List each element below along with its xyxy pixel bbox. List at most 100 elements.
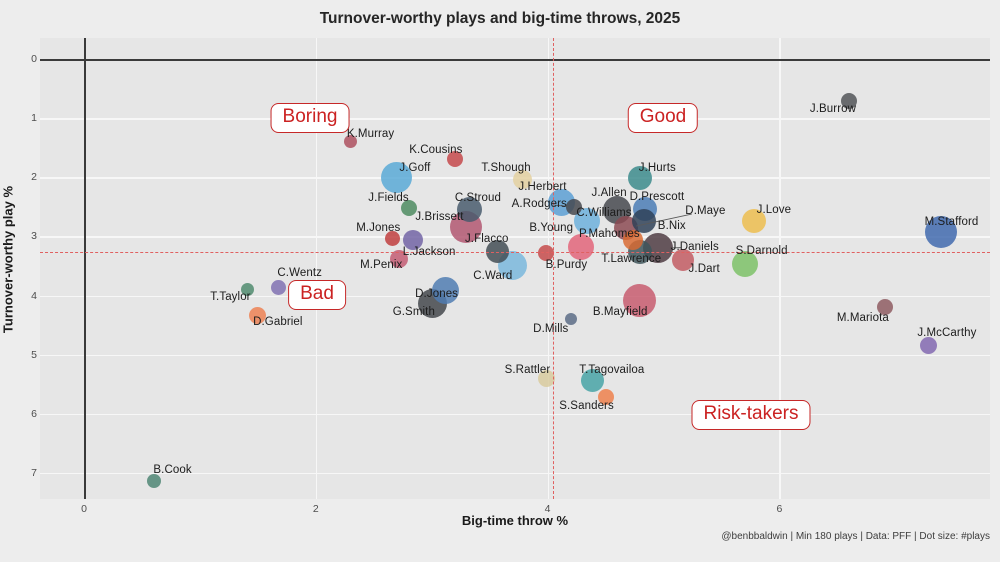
player-dot-b-purdy <box>538 244 555 261</box>
player-label-j-allen: J.Allen <box>591 186 627 199</box>
player-label-m-mariota: M.Mariota <box>836 311 889 324</box>
player-label-j-love: J.Love <box>756 204 792 217</box>
player-label-j-daniels: J.Daniels <box>670 241 719 254</box>
player-dot-j-goff <box>381 162 413 194</box>
player-label-l-jackson: L.Jackson <box>402 245 456 258</box>
player-label-m-stafford: M.Stafford <box>924 216 979 229</box>
y-tick-label-3: 3 <box>31 230 37 243</box>
quadrant-label-boring: Boring <box>270 103 350 133</box>
player-dot-s-sanders <box>597 388 614 405</box>
player-label-d-jones: D.Jones <box>415 287 459 300</box>
x-axis-title: Big-time throw % <box>461 513 569 528</box>
player-label-j-brissett: J.Brissett <box>415 210 464 223</box>
player-dot-m-penix <box>390 249 409 268</box>
y-tick-label-2: 2 <box>31 171 37 184</box>
quadrant-label-risk-takers: Risk-takers <box>691 400 811 430</box>
quadrant-label-good: Good <box>627 103 699 133</box>
player-dot-d-gabriel <box>249 306 267 324</box>
x-tick-label-6: 6 <box>776 503 783 515</box>
avg-big-time-throw-line <box>553 38 555 499</box>
player-dot-s-rattler <box>537 370 555 388</box>
player-label-t-lawrence: T.Lawrence <box>601 252 662 265</box>
player-label-t-shough: T.Shough <box>481 162 531 175</box>
player-label-s-rattler: S.Rattler <box>504 363 551 376</box>
player-label-j-herbert: J.Herbert <box>518 180 567 193</box>
player-label-d-maye: D.Maye <box>685 205 726 218</box>
player-label-s-sanders: S.Sanders <box>559 399 614 412</box>
gridline-y-4 <box>40 295 990 297</box>
gridline-y-1 <box>40 118 990 120</box>
player-dot-m-mariota <box>876 298 893 315</box>
player-dot-j-fields <box>400 200 417 217</box>
x-tick-label-4: 4 <box>544 503 551 515</box>
y-tick-label-5: 5 <box>31 348 37 361</box>
player-label-k-murray: K.Murray <box>346 127 395 140</box>
player-label-j-mccarthy: J.McCarthy <box>917 326 977 339</box>
player-dot-a-rodgers <box>566 198 583 215</box>
player-label-j-flacco: J.Flacco <box>464 232 509 245</box>
player-dot-b-young <box>568 234 595 261</box>
y-axis-title: Turnover-worthy play % <box>0 185 16 334</box>
chart-title: Turnover-worthy plays and big-time throw… <box>319 10 681 27</box>
y-tick-label-6: 6 <box>31 407 37 420</box>
player-dot-d-jones <box>432 277 460 305</box>
credit-footer: @benbbaldwin | Min 180 plays | Data: PFF… <box>721 531 990 542</box>
player-dot-c-wentz <box>271 279 287 295</box>
y-tick-label-4: 4 <box>31 289 37 302</box>
gridline-y-6 <box>40 413 990 416</box>
plot-panel: B.Mayfield J.Brissett M.Stafford J.Goff J.Da… <box>40 38 990 499</box>
player-dot-b-mayfield <box>622 284 656 318</box>
player-label-c-wentz: C.Wentz <box>277 267 322 280</box>
quadrant-label-bad: Bad <box>288 280 346 310</box>
y-tick-label-1: 1 <box>31 112 37 125</box>
player-label-g-smith: G.Smith <box>392 305 435 318</box>
player-label-b-cook: B.Cook <box>153 464 192 477</box>
player-dot-t-taylor <box>240 282 254 296</box>
zero-line-horizontal <box>40 59 990 61</box>
player-label-s-darnold: S.Darnold <box>735 245 788 258</box>
player-dot-p-mahomes <box>623 229 644 250</box>
player-dot-l-jackson <box>403 229 424 250</box>
player-label-a-rodgers: A.Rodgers <box>511 197 567 210</box>
player-label-k-cousins: K.Cousins <box>409 143 463 156</box>
player-dot-t-shough <box>512 169 532 189</box>
y-tick-label-0: 0 <box>31 53 37 65</box>
player-dot-j-mccarthy <box>920 337 938 355</box>
player-dot-k-cousins <box>446 150 463 167</box>
avg-turnover-worthy-line <box>40 251 990 253</box>
player-dot-c-stroud <box>457 197 483 223</box>
player-label-p-mahomes: P.Mahomes <box>578 227 640 240</box>
player-dot-s-darnold <box>731 251 758 278</box>
player-dot-j-dart <box>672 249 695 272</box>
player-dot-j-burrow <box>840 92 857 109</box>
player-label-j-goff: J.Goff <box>399 161 431 174</box>
x-tick-label-0: 0 <box>81 503 87 515</box>
player-dot-t-tagovailoa <box>581 368 605 392</box>
player-dot-k-murray <box>344 135 358 149</box>
gridline-y-7 <box>40 472 990 475</box>
player-label-m-penix: M.Penix <box>360 258 403 271</box>
player-label-t-taylor: T.Taylor <box>210 291 251 304</box>
player-dot-m-stafford <box>924 216 957 249</box>
player-label-b-nix: B.Nix <box>657 220 686 233</box>
player-label-d-prescott: D.Prescott <box>629 191 685 204</box>
player-label-t-tagovailoa: T.Tagovailoa <box>579 364 645 377</box>
x-tick-label-2: 2 <box>312 503 319 515</box>
player-dot-j-love <box>741 209 766 234</box>
player-label-c-stroud: C.Stroud <box>454 191 502 204</box>
gridline-y-5 <box>40 354 990 357</box>
gridline-x-2 <box>315 38 318 499</box>
player-label-d-mills: D.Mills <box>533 323 569 336</box>
zero-line-vertical <box>84 38 86 499</box>
player-label-c-williams: C.Williams <box>576 207 632 220</box>
player-label-d-gabriel: D.Gabriel <box>253 316 303 329</box>
gridline-x-6 <box>779 38 781 499</box>
player-label-j-dart: J.Dart <box>688 263 720 276</box>
player-label-j-fields: J.Fields <box>368 192 409 205</box>
player-dot-d-mills <box>564 313 577 326</box>
player-label-b-purdy: B.Purdy <box>545 258 588 271</box>
player-label-b-mayfield: B.Mayfield <box>592 305 648 318</box>
gridline-x-4 <box>547 38 549 499</box>
gridline-y-3 <box>40 236 990 238</box>
